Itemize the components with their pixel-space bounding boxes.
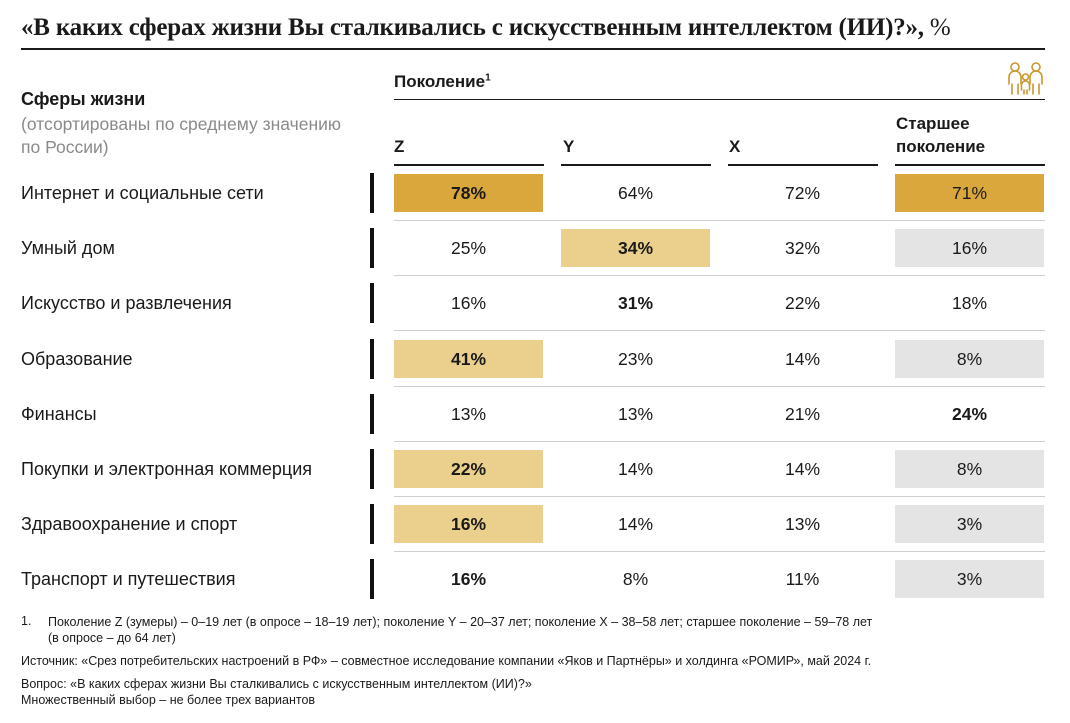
sphere-header: Сферы жизни	[21, 89, 146, 109]
row-divider	[394, 496, 1045, 497]
row-marker-bar	[370, 283, 374, 323]
family-icon	[1008, 62, 1043, 95]
column-rule-older	[895, 164, 1045, 166]
column-header-x: X	[729, 137, 741, 156]
footnote-1: Поколение Z (зумеры) – 0–19 лет (в опрос…	[48, 614, 1008, 646]
row-marker-bar	[370, 449, 374, 489]
value-cell-older: 24%	[951, 404, 988, 424]
row-label: Покупки и электронная коммерция	[21, 459, 313, 479]
value-cell-z: 16%	[450, 293, 487, 313]
row-marker-bar	[370, 339, 374, 379]
row-label: Образование	[21, 349, 133, 369]
value-cell-older: 3%	[895, 505, 1044, 543]
row-label: Интернет и социальные сети	[21, 183, 264, 203]
column-header-y: Y	[563, 137, 575, 156]
row-marker-bar	[370, 173, 374, 213]
value-cell-z: 13%	[450, 404, 487, 424]
row-divider	[394, 275, 1045, 276]
generation-rule	[394, 99, 1045, 100]
value-cell-older: 71%	[895, 174, 1044, 212]
title-text: «В каких сферах жизни Вы сталкивались с …	[21, 14, 924, 41]
generation-label: Поколение1	[394, 72, 491, 91]
column-header-z: Z	[394, 137, 405, 156]
value-cell-z: 16%	[394, 505, 543, 543]
column-header-older: Старшее поколение	[896, 114, 986, 156]
value-cell-z: 25%	[450, 238, 487, 258]
value-cell-x: 11%	[785, 569, 820, 589]
row-marker-bar	[370, 559, 374, 599]
row-label: Искусство и развлечения	[21, 293, 232, 313]
title-unit: %	[929, 14, 951, 41]
value-cell-x: 13%	[784, 514, 821, 534]
value-cell-older: 3%	[895, 560, 1044, 598]
value-cell-y: 34%	[561, 229, 710, 267]
column-rule-x	[728, 164, 878, 166]
sphere-subheader: (отсортированы по среднему значению по Р…	[21, 114, 342, 157]
value-cell-older: 18%	[951, 293, 988, 313]
value-cell-older: 8%	[895, 340, 1044, 378]
value-cell-y: 8%	[622, 569, 649, 589]
column-rule-y	[561, 164, 711, 166]
source-note: Источник: «Срез потребительских настроен…	[21, 654, 872, 668]
chart-title: «В каких сферах жизни Вы сталкивались с …	[21, 14, 1045, 42]
row-divider	[394, 386, 1045, 387]
multiple-choice-note: Множественный выбор – не более трех вари…	[21, 693, 316, 707]
title-rule	[21, 48, 1045, 50]
value-cell-y: 64%	[617, 183, 654, 203]
row-label: Финансы	[21, 404, 97, 424]
value-cell-z: 16%	[450, 569, 487, 589]
value-cell-x: 21%	[784, 404, 821, 424]
row-divider	[394, 330, 1045, 331]
value-cell-y: 14%	[617, 514, 654, 534]
value-cell-z: 41%	[394, 340, 543, 378]
value-cell-x: 14%	[784, 459, 821, 479]
row-marker-bar	[370, 228, 374, 268]
value-cell-z: 22%	[394, 450, 543, 488]
row-divider	[394, 441, 1045, 442]
value-cell-x: 32%	[784, 238, 821, 258]
row-label: Умный дом	[21, 238, 115, 258]
value-cell-y: 23%	[617, 349, 654, 369]
row-label: Здравоохранение и спорт	[21, 514, 238, 534]
value-cell-y: 13%	[617, 404, 654, 424]
question-note: Вопрос: «В каких сферах жизни Вы сталкив…	[21, 677, 532, 691]
row-marker-bar	[370, 394, 374, 434]
footnote-1-line-2: (в опросе – до 64 лет)	[48, 631, 176, 645]
row-divider	[394, 220, 1045, 221]
value-cell-x: 22%	[784, 293, 821, 313]
value-cell-x: 14%	[784, 349, 821, 369]
generation-footnote-mark: 1	[485, 72, 491, 84]
value-cell-z: 78%	[394, 174, 543, 212]
row-label: Транспорт и путешествия	[21, 569, 236, 589]
value-cell-y: 14%	[617, 459, 654, 479]
row-marker-bar	[370, 504, 374, 544]
column-rule-z	[394, 164, 544, 166]
value-cell-older: 8%	[895, 450, 1044, 488]
value-cell-older: 16%	[895, 229, 1044, 267]
footnote-number: 1.	[21, 614, 32, 628]
row-divider	[394, 551, 1045, 552]
value-cell-x: 72%	[784, 183, 821, 203]
footnote-1-line-1: Поколение Z (зумеры) – 0–19 лет (в опрос…	[48, 615, 873, 629]
value-cell-y: 31%	[617, 293, 654, 313]
